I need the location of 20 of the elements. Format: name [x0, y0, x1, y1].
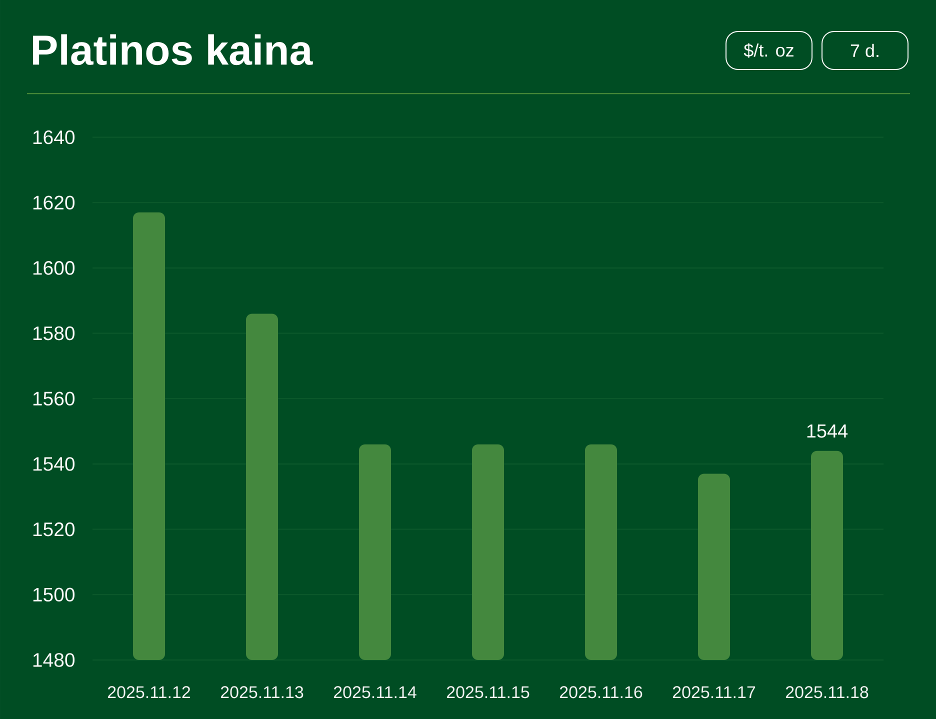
y-tick-label: 1500: [33, 588, 75, 602]
y-tick-label: 1520: [33, 522, 75, 536]
x-tick-label: 2025.11.16: [560, 686, 642, 698]
y-tick-label: 1540: [33, 457, 75, 471]
x-tick-label: 2025.11.18: [786, 686, 868, 698]
x-tick-label: 2025.11.17: [672, 686, 756, 698]
y-tick-label: 1480: [33, 653, 75, 667]
y-tick-label: 1560: [33, 392, 75, 406]
y-tick-label: 1600: [33, 261, 75, 275]
chart-title: Platinos kaina: [33, 34, 313, 66]
x-tick-label: 2025.11.12: [108, 686, 190, 698]
text: 7 d.: [850, 44, 878, 58]
y-tick-label: 1620: [33, 196, 75, 210]
x-tick-label: 2025.11.14: [334, 686, 416, 698]
data-label: 1544: [807, 424, 848, 438]
y-tick-label: 1580: [33, 326, 75, 340]
y-tick-label: 1640: [33, 130, 75, 144]
x-tick-label: 2025.11.15: [446, 686, 530, 698]
x-tick-label: 2025.11.13: [220, 686, 304, 698]
text: $/t. oz: [744, 43, 794, 58]
